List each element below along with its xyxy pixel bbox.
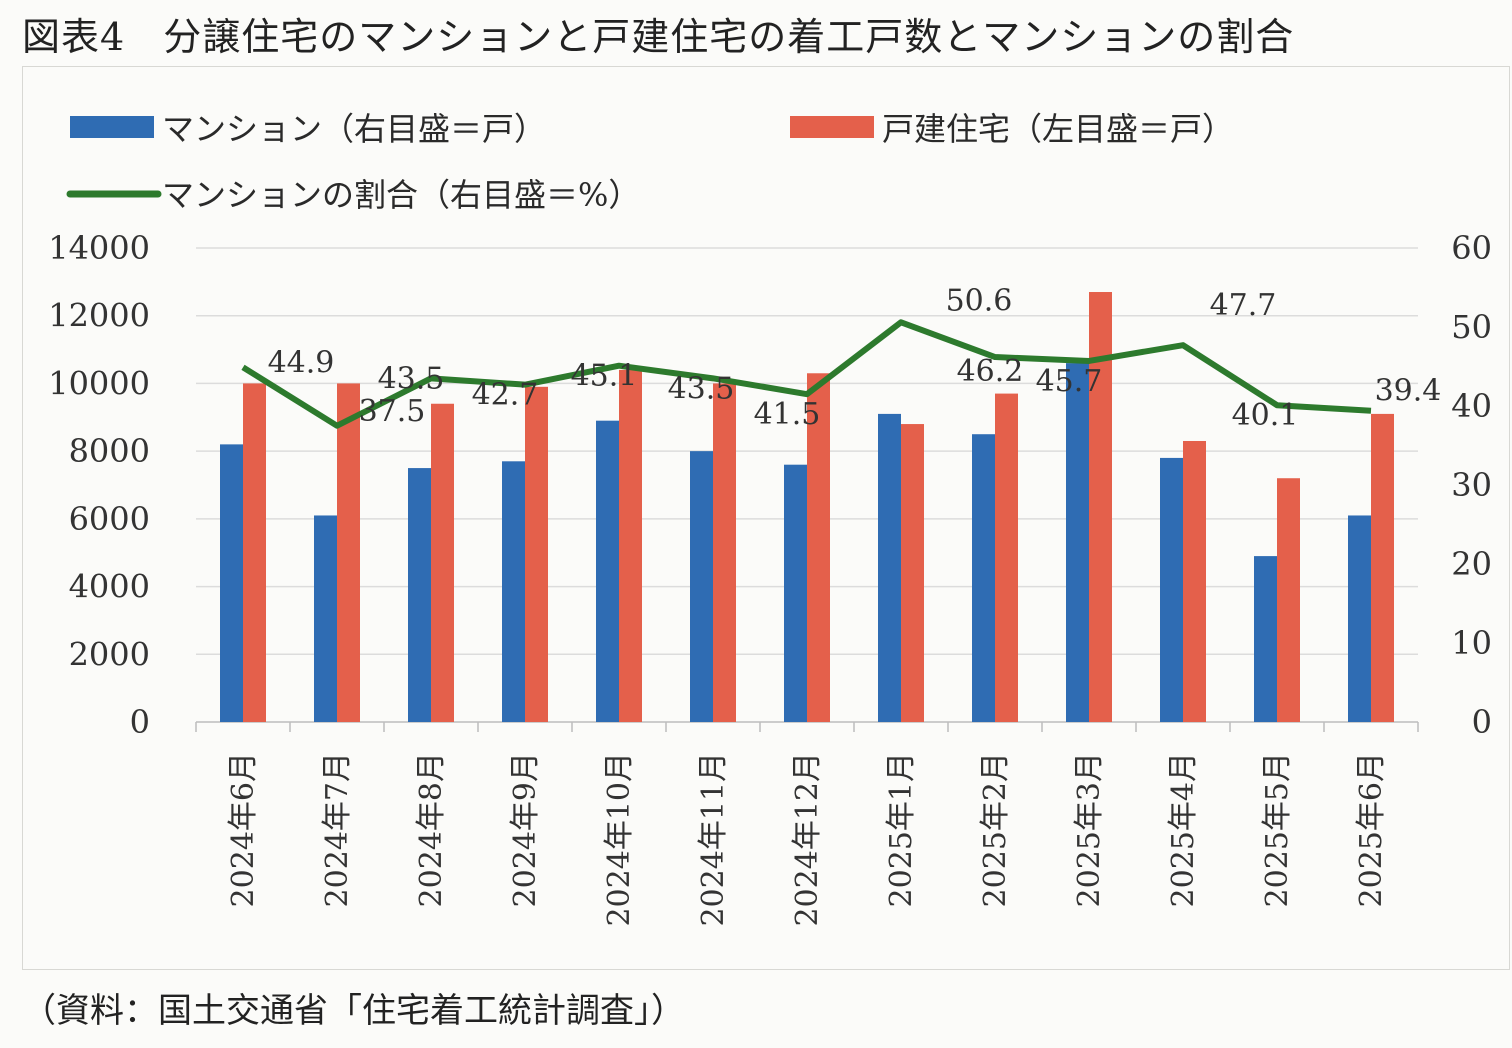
- y-right-tick-label: 10: [1451, 624, 1492, 662]
- y-left-tick-label: 10000: [48, 364, 150, 402]
- ratio-line: [241, 319, 1372, 429]
- category-label: 2025年4月: [1166, 752, 1201, 907]
- y-left-tick-label: 2000: [69, 635, 150, 673]
- legend-swatch-mansion: [70, 116, 154, 138]
- ratio-line-group: [241, 319, 1372, 429]
- y-left-tick-label: 6000: [69, 500, 150, 538]
- ratio-data-label: 45.1: [571, 359, 638, 394]
- category-label: 2025年6月: [1354, 752, 1389, 907]
- legend-label: マンション（右目盛＝戸）: [162, 110, 546, 148]
- y-left-tick-label: 14000: [48, 229, 150, 267]
- y-right-tick-label: 0: [1472, 703, 1492, 741]
- mansion-bar: [972, 434, 995, 722]
- ratio-data-label: 50.6: [946, 283, 1013, 318]
- mansion-bar: [1066, 363, 1089, 722]
- mansion-bar: [784, 464, 807, 722]
- detached-house-bar: [431, 403, 454, 722]
- detached-house-bar: [243, 383, 266, 722]
- y-left-tick-label: 4000: [69, 568, 150, 606]
- ratio-data-label: 40.1: [1232, 398, 1299, 433]
- mansion-bar: [220, 444, 243, 722]
- figure-number: 図表4: [22, 15, 126, 59]
- y-left-tick-label: 8000: [69, 432, 150, 470]
- ratio-data-label: 46.2: [957, 354, 1024, 389]
- detached-house-bar: [713, 383, 736, 722]
- category-label: 2024年12月: [790, 752, 825, 927]
- figure-title: 分譲住宅のマンションと戸建住宅の着工戸数とマンションの割合: [163, 15, 1295, 59]
- ratio-data-label: 43.5: [668, 371, 735, 406]
- ratio-data-label: 43.5: [378, 361, 445, 396]
- category-label: 2024年8月: [414, 752, 449, 907]
- mansion-bar: [1348, 515, 1371, 722]
- legend-label: マンションの割合（右目盛＝%）: [162, 176, 640, 214]
- y-right-tick-label: 30: [1451, 466, 1492, 504]
- category-label: 2024年9月: [508, 752, 543, 907]
- category-label: 2024年7月: [320, 752, 355, 907]
- category-label: 2025年5月: [1260, 752, 1295, 907]
- mansion-bar: [690, 451, 713, 722]
- category-label: 2025年3月: [1072, 752, 1107, 907]
- category-label: 2024年10月: [602, 752, 637, 927]
- detached-house-bar: [995, 393, 1018, 722]
- legend-label: 戸建住宅（左目盛＝戸）: [882, 110, 1234, 148]
- category-label: 2024年11月: [696, 752, 731, 927]
- mansion-bar: [1254, 556, 1277, 722]
- ratio-data-label: 37.5: [359, 394, 426, 429]
- bars: [220, 292, 1394, 722]
- y-left-tick-label: 0: [130, 703, 150, 741]
- category-label: 2024年6月: [226, 752, 261, 907]
- mansion-bar: [878, 413, 901, 722]
- ratio-data-label: 47.7: [1210, 288, 1277, 323]
- legend-swatch-detached-house: [790, 116, 874, 138]
- source-note: （資料：国土交通省「住宅着工統計調査」）: [22, 991, 685, 1031]
- y-right-tick-label: 50: [1451, 308, 1492, 346]
- detached-house-bar: [807, 373, 830, 722]
- ratio-data-label: 44.9: [268, 345, 335, 380]
- mansion-bar: [314, 515, 337, 722]
- mansion-bar: [502, 461, 525, 722]
- detached-house-bar: [1371, 413, 1394, 722]
- category-label: 2025年2月: [978, 752, 1013, 907]
- mansion-bar: [596, 420, 619, 722]
- ratio-data-label: 45.7: [1036, 364, 1103, 399]
- chart-title: 図表4 分譲住宅のマンションと戸建住宅の着工戸数とマンションの割合: [22, 6, 1294, 61]
- detached-house-bar: [1089, 292, 1112, 722]
- detached-house-bar: [525, 386, 548, 722]
- y-right-tick-label: 40: [1451, 387, 1492, 425]
- category-label: 2025年1月: [884, 752, 919, 907]
- detached-house-bar: [337, 383, 360, 722]
- detached-house-bar: [619, 369, 642, 722]
- detached-house-bar: [901, 424, 924, 722]
- ratio-data-label: 42.7: [472, 378, 539, 413]
- detached-house-bar: [1183, 440, 1206, 722]
- ratio-data-label: 41.5: [754, 397, 821, 432]
- y-left-tick-label: 12000: [48, 297, 150, 335]
- detached-house-bar: [1277, 478, 1300, 722]
- y-right-tick-label: 60: [1451, 229, 1492, 267]
- axes: 0 2000 4000 6000 8000 10000 12000 14000 0 10 20 30 4…: [48, 229, 1492, 927]
- mansion-bar: [1160, 457, 1183, 722]
- mansion-bar: [408, 468, 431, 722]
- chart-frame: [22, 66, 1510, 970]
- ratio-data-label: 39.4: [1375, 374, 1442, 409]
- y-right-tick-label: 20: [1451, 545, 1492, 583]
- legend: マンション（右目盛＝戸） 戸建住宅（左目盛＝戸） マンションの割合（右目盛＝%）: [66, 110, 1234, 214]
- data-labels: 44.937.543.5 42.745.1 43.541.550.646.2 45.7…: [268, 283, 1442, 433]
